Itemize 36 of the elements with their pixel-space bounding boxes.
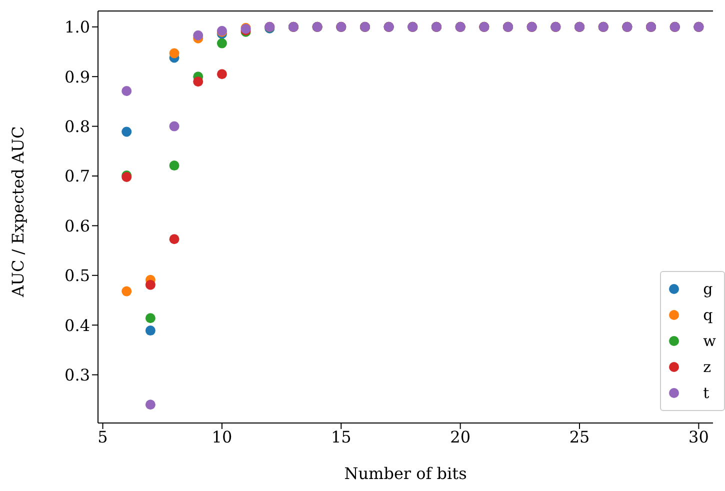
x-tick-label: 30 — [688, 427, 709, 446]
point — [193, 76, 204, 87]
point — [145, 280, 156, 290]
x-axis-title: Number of bits — [344, 464, 467, 483]
y-tick-label: 1.0 — [64, 18, 90, 37]
x-tick-label: 10 — [212, 427, 232, 446]
point — [169, 160, 180, 171]
point — [122, 126, 132, 137]
point — [145, 326, 156, 336]
legend-label: g — [703, 279, 713, 300]
y-tick-label: 0.7 — [64, 166, 90, 186]
legend-label: z — [703, 357, 712, 378]
x-tick-label: 20 — [450, 427, 471, 446]
y-tick-label: 0.8 — [64, 116, 90, 136]
point — [216, 69, 227, 80]
point — [216, 38, 227, 48]
point — [145, 313, 156, 324]
legend-label: q — [703, 305, 713, 326]
point — [145, 400, 156, 410]
point — [169, 234, 180, 244]
point — [169, 48, 180, 58]
point — [193, 30, 204, 40]
legend-label: w — [703, 331, 716, 352]
y-tick-label: 0.3 — [64, 365, 90, 384]
point — [169, 121, 180, 132]
y-axis-title: AUC / Expected AUC — [8, 126, 28, 298]
x-tick-label: 25 — [569, 427, 590, 446]
point — [122, 286, 132, 296]
x-tick-label: 15 — [330, 427, 352, 446]
y-tick-label: 0.9 — [64, 67, 90, 86]
point — [122, 86, 132, 96]
x-tick-label: 5 — [98, 427, 108, 446]
legend-label: t — [703, 383, 710, 404]
y-tick-label: 0.4 — [64, 316, 90, 335]
y-tick-label: 0.5 — [64, 266, 90, 286]
y-tick-label: 0.6 — [64, 216, 90, 236]
